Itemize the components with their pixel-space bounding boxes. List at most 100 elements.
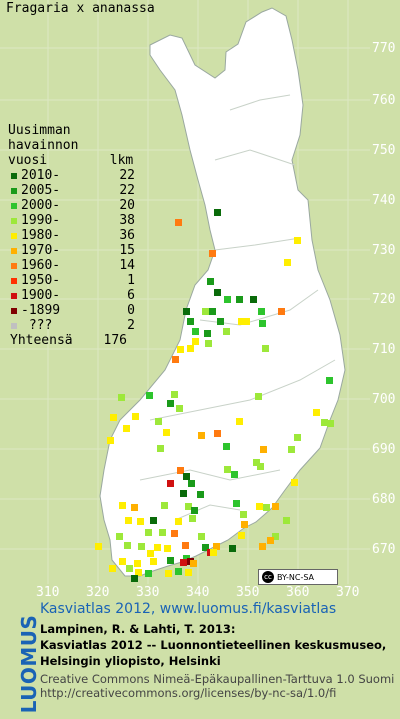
legend-row: ??? 2 xyxy=(8,318,135,333)
legend-total-label: Yhteensä xyxy=(10,333,73,348)
observation-square xyxy=(126,565,133,572)
observation-square xyxy=(185,503,192,510)
legend-label: 2000- xyxy=(21,198,61,213)
y-tick-label: 710 xyxy=(372,342,395,357)
legend-label: 1990- xyxy=(21,213,61,228)
observation-square xyxy=(263,504,270,511)
legend-swatch xyxy=(11,217,17,224)
observation-square xyxy=(177,346,184,353)
observation-square xyxy=(154,544,161,551)
observation-square xyxy=(171,391,178,398)
observation-square xyxy=(326,377,333,384)
legend-row: 1970- 15 xyxy=(8,243,135,258)
legend-row: 2005- 22 xyxy=(8,183,135,198)
observation-square xyxy=(125,517,132,524)
y-tick-label: 670 xyxy=(372,542,395,557)
observation-square xyxy=(107,437,114,444)
y-tick-label: 690 xyxy=(372,442,395,457)
license-url[interactable]: http://creativecommons.org/licenses/by-n… xyxy=(40,686,337,700)
observation-square xyxy=(190,560,197,567)
legend-swatch xyxy=(11,292,17,299)
observation-square xyxy=(124,542,131,549)
atlas-link[interactable]: Kasviatlas 2012, www.luomus.fi/kasviatla… xyxy=(40,601,337,617)
legend-count: 22 xyxy=(119,168,135,183)
y-tick-label: 680 xyxy=(372,492,395,507)
distribution-map: 770 760 750 740 730 720 710 700 690 680 670 310 320 3… xyxy=(0,0,395,600)
observation-square xyxy=(145,570,152,577)
observation-square xyxy=(253,459,260,466)
observation-square xyxy=(241,521,248,528)
x-tick-label: 340 xyxy=(186,585,209,600)
observation-square xyxy=(262,345,269,352)
legend-swatch xyxy=(11,322,17,329)
observation-square xyxy=(217,318,224,325)
observation-square xyxy=(240,511,247,518)
observation-square xyxy=(238,318,245,325)
citation-line-1: Lampinen, R. & Lahti, T. 2013: xyxy=(40,622,236,636)
observation-square xyxy=(161,502,168,509)
observation-square xyxy=(327,420,334,427)
legend-count: 22 xyxy=(119,183,135,198)
observation-square xyxy=(214,430,221,437)
observation-square xyxy=(288,446,295,453)
observation-square xyxy=(167,400,174,407)
citation-line-2: Kasviatlas 2012 -- Luonnontieteellinen k… xyxy=(40,638,387,652)
observation-square xyxy=(175,219,182,226)
legend-swatch xyxy=(11,232,17,239)
observation-square xyxy=(189,515,196,522)
legend-swatch xyxy=(11,262,17,269)
legend-swatch xyxy=(11,247,17,254)
y-tick-label: 720 xyxy=(372,292,395,307)
legend-label: -1899 xyxy=(21,303,61,318)
observation-square xyxy=(138,543,145,550)
legend-row: 1950- 1 xyxy=(8,273,135,288)
observation-square xyxy=(187,318,194,325)
observation-square xyxy=(198,432,205,439)
license-badge[interactable]: cc BY-NC-SA xyxy=(258,569,338,585)
observation-square xyxy=(159,529,166,536)
observation-square xyxy=(145,529,152,536)
legend-row: 1960- 14 xyxy=(8,258,135,273)
observation-square xyxy=(187,345,194,352)
observation-square xyxy=(214,289,221,296)
x-tick-label: 330 xyxy=(136,585,159,600)
observation-square xyxy=(205,340,212,347)
observation-square xyxy=(243,318,250,325)
y-tick-label: 760 xyxy=(372,93,395,108)
x-tick-label: 360 xyxy=(286,585,309,600)
observation-square xyxy=(209,308,216,315)
observation-square xyxy=(236,296,243,303)
x-tick-label: 370 xyxy=(336,585,359,600)
observation-square xyxy=(172,356,179,363)
observation-square xyxy=(182,542,189,549)
legend-swatch xyxy=(11,187,17,194)
observation-square xyxy=(321,419,328,426)
observation-square xyxy=(207,278,214,285)
observation-square xyxy=(210,549,217,556)
legend-count: 1 xyxy=(127,273,135,288)
observation-square xyxy=(204,330,211,337)
legend-header-1: Uusimman xyxy=(8,123,71,138)
legend: Uusimman havainnon vuosi lkm 2010- 22 2005… xyxy=(8,123,135,348)
observation-square xyxy=(131,575,138,582)
observation-square xyxy=(185,569,192,576)
finland-landmass xyxy=(99,7,346,577)
observation-square xyxy=(229,545,236,552)
observation-square xyxy=(255,393,262,400)
observation-square xyxy=(157,445,164,452)
observation-square xyxy=(223,443,230,450)
legend-row: 1900- 6 xyxy=(8,288,135,303)
observation-square xyxy=(256,503,263,510)
legend-label: 1970- xyxy=(21,243,61,258)
observation-square xyxy=(224,296,231,303)
license-badge-label: BY-NC-SA xyxy=(277,572,315,582)
observation-square xyxy=(294,237,301,244)
y-tick-label: 740 xyxy=(372,193,395,208)
observation-square xyxy=(177,467,184,474)
observation-square xyxy=(134,560,141,567)
observation-square xyxy=(272,533,279,540)
observation-square xyxy=(171,530,178,537)
legend-count: 14 xyxy=(119,258,135,273)
legend-label: 1960- xyxy=(21,258,61,273)
observation-square xyxy=(137,518,144,525)
